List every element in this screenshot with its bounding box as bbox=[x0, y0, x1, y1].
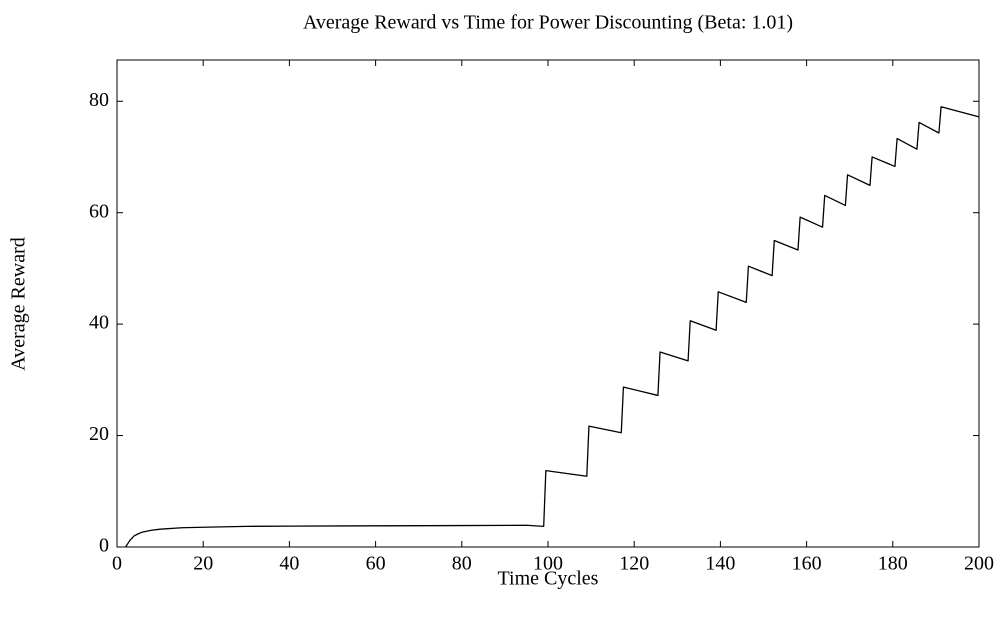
y-tick-label: 40 bbox=[89, 312, 109, 334]
y-tick-label: 80 bbox=[89, 89, 109, 111]
y-tick-label: 60 bbox=[89, 200, 109, 222]
chart-title: Average Reward vs Time for Power Discoun… bbox=[303, 12, 793, 34]
y-axis-label: Average Reward bbox=[8, 237, 30, 370]
line-series bbox=[125, 106, 980, 548]
y-tick-label: 20 bbox=[89, 423, 109, 445]
y-tick-label: 0 bbox=[99, 535, 109, 557]
x-tick-label: 160 bbox=[792, 553, 822, 575]
x-axis-label: Time Cycles bbox=[498, 568, 599, 590]
x-tick-label: 80 bbox=[452, 553, 472, 575]
x-tick-label: 20 bbox=[193, 553, 213, 575]
x-tick-label: 180 bbox=[878, 553, 908, 575]
x-tick-label: 100 bbox=[533, 553, 563, 575]
x-tick-label: 60 bbox=[366, 553, 386, 575]
x-tick-label: 120 bbox=[619, 553, 649, 575]
plot-frame bbox=[116, 59, 980, 548]
x-tick-label: 0 bbox=[112, 553, 122, 575]
x-tick-label: 40 bbox=[279, 553, 299, 575]
x-tick-label: 140 bbox=[705, 553, 735, 575]
x-tick-label: 200 bbox=[964, 553, 994, 575]
